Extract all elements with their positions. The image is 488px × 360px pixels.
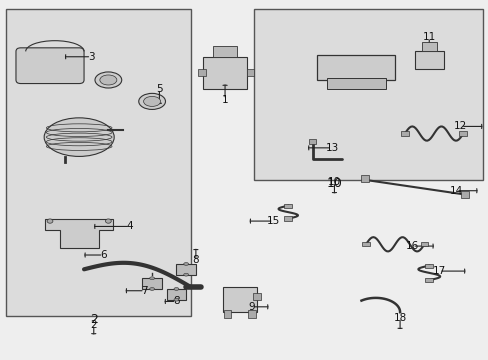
Text: 2: 2 <box>90 313 98 326</box>
Text: 8: 8 <box>192 255 199 265</box>
Text: 17: 17 <box>431 266 445 276</box>
Bar <box>142 278 162 289</box>
Bar <box>425 278 432 282</box>
Bar <box>284 216 291 221</box>
Ellipse shape <box>95 72 122 88</box>
Text: 1: 1 <box>221 95 228 105</box>
Bar <box>176 264 196 275</box>
Polygon shape <box>45 219 113 248</box>
Text: 10: 10 <box>327 177 340 187</box>
FancyBboxPatch shape <box>16 48 84 84</box>
Bar <box>362 242 369 247</box>
Bar <box>420 242 427 247</box>
Ellipse shape <box>143 96 160 107</box>
Text: 11: 11 <box>422 32 435 42</box>
Bar <box>222 287 256 312</box>
Ellipse shape <box>149 288 154 291</box>
Text: 5: 5 <box>156 84 163 94</box>
Ellipse shape <box>44 118 114 157</box>
Bar <box>421 42 436 51</box>
Bar <box>284 203 291 208</box>
Bar <box>212 46 237 57</box>
Text: 14: 14 <box>448 186 462 196</box>
Bar <box>223 310 231 318</box>
Bar <box>460 192 468 198</box>
Text: 4: 4 <box>127 221 133 231</box>
Bar <box>317 55 394 80</box>
Ellipse shape <box>174 288 179 291</box>
Ellipse shape <box>149 277 154 280</box>
Bar <box>198 69 205 76</box>
Text: 16: 16 <box>405 241 418 251</box>
Bar <box>458 131 466 136</box>
Ellipse shape <box>105 219 111 223</box>
Bar <box>326 78 385 89</box>
Text: 8: 8 <box>173 296 180 306</box>
Text: 12: 12 <box>453 121 467 131</box>
Text: 13: 13 <box>325 143 338 153</box>
Bar <box>252 293 260 300</box>
Ellipse shape <box>139 93 165 109</box>
Bar <box>414 51 443 69</box>
Bar <box>166 289 186 300</box>
Ellipse shape <box>47 219 53 223</box>
Text: 10: 10 <box>326 177 342 190</box>
Bar <box>246 69 254 76</box>
Bar <box>400 131 408 136</box>
Text: 6: 6 <box>100 250 106 260</box>
Text: 2: 2 <box>90 320 97 330</box>
Text: 15: 15 <box>266 216 280 226</box>
Bar <box>254 9 482 180</box>
Text: 9: 9 <box>248 302 255 312</box>
Text: 3: 3 <box>88 52 95 62</box>
Bar <box>425 264 432 268</box>
Bar <box>361 175 368 182</box>
Text: 18: 18 <box>393 312 406 323</box>
Bar <box>308 139 316 144</box>
Text: 7: 7 <box>141 286 148 296</box>
Ellipse shape <box>100 75 117 85</box>
Ellipse shape <box>183 273 188 276</box>
Ellipse shape <box>174 298 179 301</box>
Bar <box>203 57 246 89</box>
Bar <box>6 9 191 316</box>
Bar <box>247 310 255 318</box>
Ellipse shape <box>183 262 188 265</box>
